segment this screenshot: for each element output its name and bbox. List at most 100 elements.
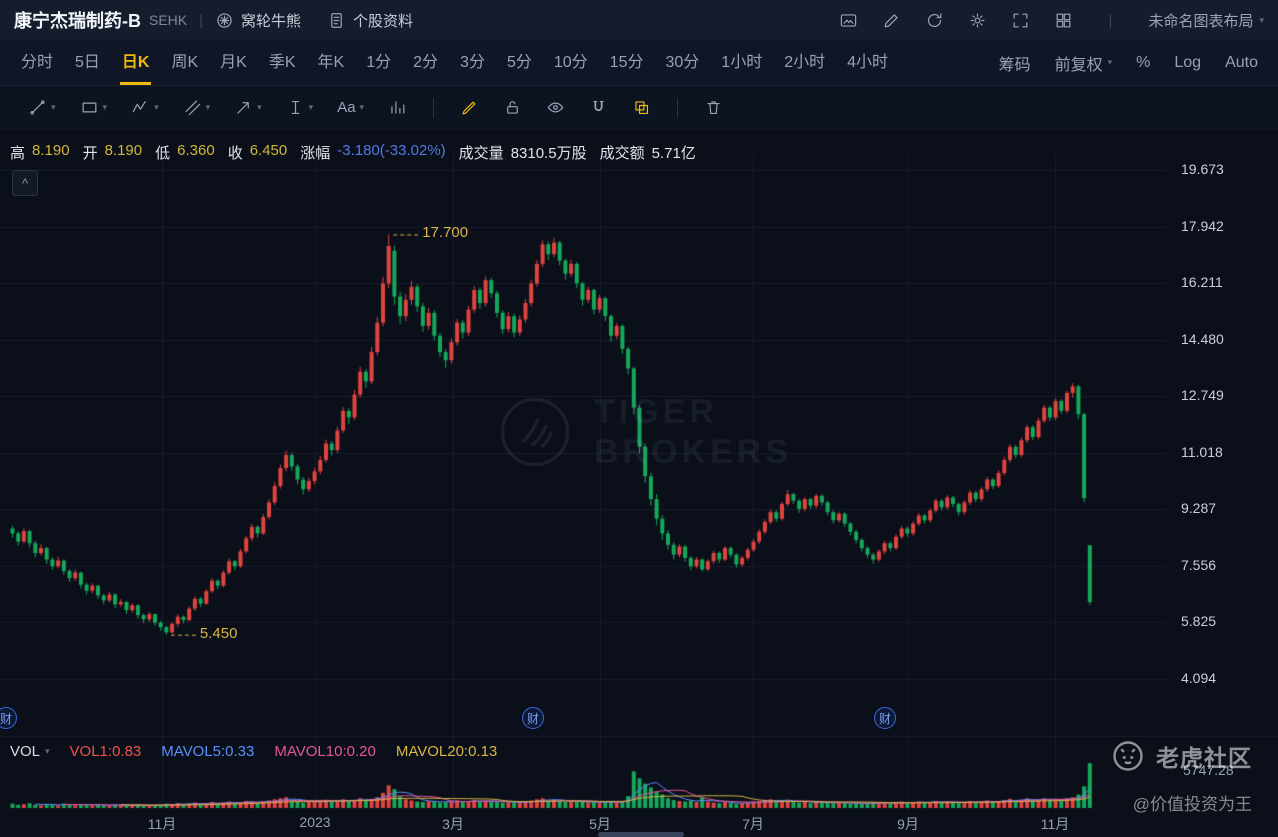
volume-legend: VOL1:0.83 MAVOL5:0.33 MAVOL10:0.20 MAVOL20:… [70, 743, 498, 760]
hide-drawings-button[interactable] [534, 94, 577, 121]
adjust-type-selector[interactable]: 前复权 ▾ [1054, 56, 1113, 74]
divider [433, 97, 435, 118]
ohlc-info-bar: 高 8.190 开 8.190 低 6.360 收 6.450 涨幅 -3.180(-33… [10, 142, 696, 162]
magnet-mode-button[interactable] [577, 94, 620, 121]
delete-drawings-button[interactable] [692, 94, 735, 121]
volume-value: 8310.5万股 [510, 145, 587, 162]
percent-scale-button[interactable]: % [1136, 53, 1151, 71]
financial-report-badge[interactable]: 财 [874, 707, 896, 729]
divider [677, 97, 679, 118]
drawing-toolbar: ▾ ▾ ▾ ▾ ▾ ▾ Aa ▾ [0, 86, 1278, 130]
volume-pane-header: VOL ▾ VOL1:0.83 MAVOL5:0.33 MAVOL10:0.20 MAV… [10, 743, 497, 760]
timeframe-tab[interactable]: 分时 [10, 40, 64, 85]
financial-report-badge[interactable]: 财 [0, 707, 17, 729]
timeframe-tab[interactable]: 3分 [449, 40, 496, 85]
gear-icon [970, 13, 984, 27]
wheel-icon [217, 12, 232, 28]
brush-tool[interactable] [448, 94, 491, 121]
horizontal-scrollbar-thumb[interactable] [598, 832, 684, 837]
timeframe-tab[interactable]: 2小时 [773, 40, 836, 85]
timeframe-tab[interactable]: 1小时 [710, 40, 773, 85]
price-annotation-label: 5.450 [199, 624, 238, 642]
indicator-tool[interactable] [376, 94, 419, 121]
time-axis-label: 11月 [147, 816, 177, 832]
time-axis-label: 3月 [442, 816, 464, 832]
chevron-down-icon: ▾ [205, 102, 211, 112]
chips-button[interactable]: 筹码 [998, 56, 1031, 74]
magnet-icon [593, 100, 604, 112]
eye-icon [547, 102, 564, 113]
candlestick-chart-canvas[interactable] [0, 130, 1278, 837]
arrow-tool[interactable]: ▾ [222, 94, 274, 121]
chevron-down-icon: ▾ [1259, 14, 1264, 25]
nav-warrants[interactable]: 窝轮牛熊 [215, 10, 301, 31]
layout-grid-button[interactable] [1054, 11, 1073, 30]
timeframe-tab[interactable]: 10分 [543, 40, 599, 85]
stock-title: 康宁杰瑞制药-B [14, 11, 141, 31]
divider: | [199, 11, 204, 29]
brush-icon [462, 101, 476, 115]
wave-pattern-tool[interactable]: ▾ [119, 94, 171, 121]
trend-line-icon [30, 100, 45, 115]
timeframe-tab[interactable]: 季K [258, 40, 307, 85]
volume-legend-item: MAVOL10:0.20 [274, 743, 376, 760]
time-axis-label: 11月 [1040, 816, 1070, 832]
chevron-down-icon: ▾ [1107, 57, 1113, 67]
rectangle-tool[interactable]: ▾ [68, 94, 120, 121]
refresh-button[interactable] [925, 11, 944, 30]
time-axis-label: 2023 [299, 814, 331, 830]
collapse-pane-button[interactable]: ^ [12, 170, 38, 196]
price-axis-label: 9.287 [1181, 500, 1217, 517]
financial-report-badge[interactable]: 财 [522, 707, 544, 729]
chevron-down-icon: ▾ [359, 102, 365, 112]
volume-indicator-selector[interactable]: VOL ▾ [10, 743, 50, 760]
time-axis-label: 7月 [742, 816, 764, 832]
timeframe-tab[interactable]: 日K [111, 40, 161, 85]
trend-line-tool[interactable]: ▾ [16, 94, 68, 121]
zigzag-icon [132, 100, 146, 113]
timeframe-tab[interactable]: 4小时 [836, 40, 899, 85]
chart-options: 筹码 前复权 ▾ % Log Auto [999, 51, 1268, 75]
timeframe-tab[interactable]: 5日 [64, 40, 111, 85]
fullscreen-button[interactable] [1011, 11, 1030, 30]
turnover-value: 5.71亿 [651, 145, 696, 162]
timeframe-tab[interactable]: 2分 [402, 40, 449, 85]
chart-layout-selector[interactable]: 未命名图表布局 ▾ [1148, 10, 1264, 31]
overlap-squares-icon [635, 101, 649, 115]
timeframe-tab[interactable]: 年K [307, 40, 356, 85]
change-value: -3.180(-33.02%) [337, 142, 446, 159]
settings-button[interactable] [968, 11, 987, 30]
close-value: 6.450 [249, 142, 288, 159]
nav-stock-profile[interactable]: 个股资料 [327, 10, 413, 31]
volume-legend-item: VOL1:0.83 [69, 743, 142, 760]
timeframe-tab[interactable]: 30分 [654, 40, 710, 85]
chevron-down-icon: ▾ [51, 102, 56, 112]
exchange-label: SEHK [149, 12, 188, 28]
auto-scale-button[interactable]: Auto [1225, 53, 1258, 71]
price-axis-label: 11.018 [1181, 443, 1223, 460]
timeframe-tab[interactable]: 月K [209, 40, 258, 85]
timeframe-tab[interactable]: 1分 [355, 40, 402, 85]
parallel-channel-tool[interactable]: ▾ [171, 94, 223, 121]
timeframe-tab[interactable]: 5分 [496, 40, 543, 85]
timeframe-tab[interactable]: 15分 [599, 40, 655, 85]
time-axis-label: 9月 [897, 816, 919, 832]
refresh-icon [927, 12, 941, 27]
price-axis-label: 7.556 [1181, 556, 1217, 573]
continuous-drawing-button[interactable] [620, 94, 663, 121]
snapshot-icon [840, 13, 856, 27]
price-annotation-label: 17.700 [422, 224, 469, 242]
price-axis-label: 12.749 [1181, 387, 1224, 404]
price-axis-label: 4.094 [1181, 670, 1217, 686]
document-icon [331, 12, 342, 28]
chevron-down-icon: ▾ [154, 102, 159, 112]
price-axis-label: 16.211 [1181, 274, 1223, 291]
chevron-down-icon: ▾ [102, 102, 108, 112]
log-scale-button[interactable]: Log [1174, 53, 1202, 71]
text-tool[interactable]: Aa ▾ [325, 95, 376, 120]
measure-tool[interactable]: ▾ [274, 94, 326, 121]
lock-drawings-button[interactable] [491, 94, 534, 121]
edit-button[interactable] [882, 11, 901, 30]
timeframe-tab[interactable]: 周K [160, 40, 209, 85]
snapshot-button[interactable] [839, 11, 858, 30]
